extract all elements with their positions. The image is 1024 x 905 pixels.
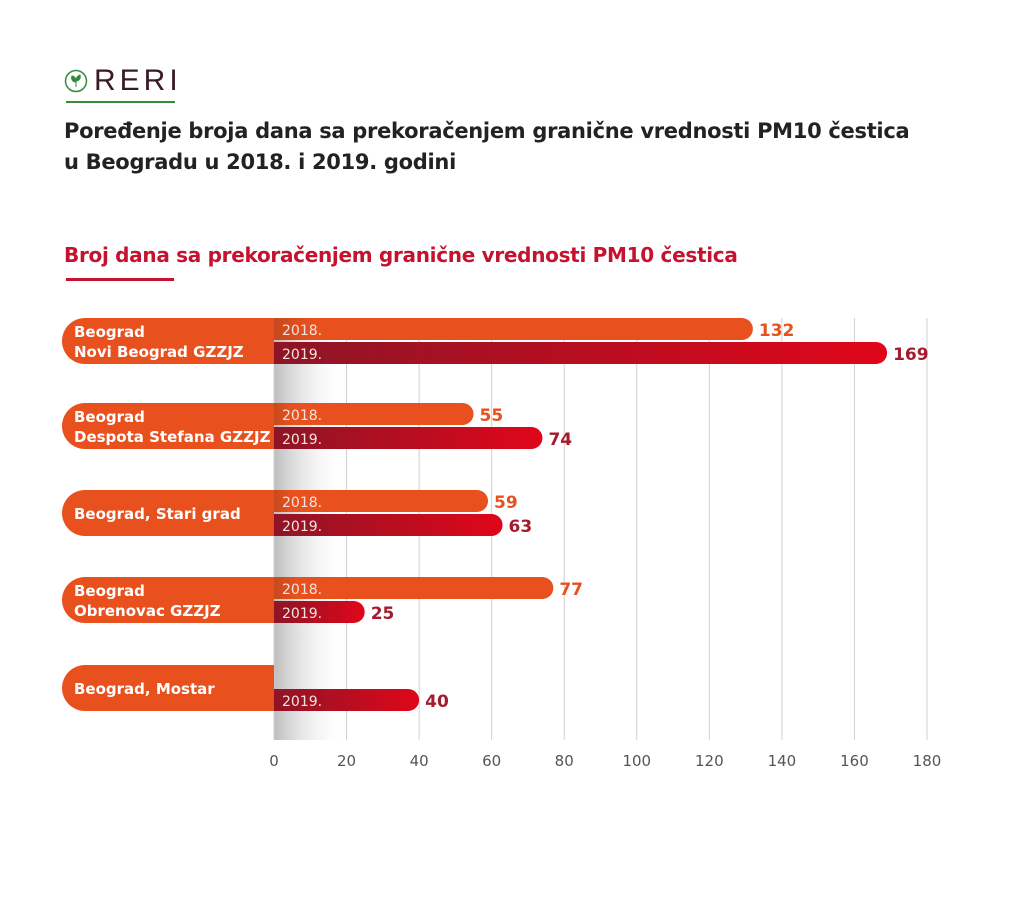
data-label: 63 [509, 517, 533, 537]
bar-year-label: 2019. [282, 347, 322, 363]
data-label: 74 [548, 430, 572, 450]
bar-2018 [274, 403, 474, 425]
bar-year-label: 2019. [282, 432, 322, 448]
category-label: Novi Beograd GZZJZ [74, 343, 244, 361]
x-tick-label: 40 [410, 752, 429, 770]
x-tick-label: 60 [482, 752, 501, 770]
bar-year-label: 2018. [282, 408, 322, 424]
category-label: Despota Stefana GZZJZ [74, 428, 271, 446]
x-tick-label: 180 [913, 752, 942, 770]
category-label: Beograd, Stari grad [74, 505, 241, 523]
category-label: Beograd [74, 582, 145, 600]
category-label: Beograd [74, 323, 145, 341]
logo-text: RERI [94, 64, 182, 97]
x-tick-label: 120 [695, 752, 724, 770]
data-label: 77 [559, 580, 583, 600]
bar-2019 [274, 601, 365, 623]
bar-year-label: 2018. [282, 495, 322, 511]
bar-2018 [274, 577, 554, 599]
category-label-box [62, 665, 274, 711]
data-label: 169 [893, 345, 929, 365]
logo-underline [66, 101, 175, 103]
category-label-box [62, 490, 274, 536]
data-label: 59 [494, 493, 518, 513]
bar-2019 [274, 689, 420, 711]
x-tick-label: 0 [269, 752, 279, 770]
x-tick-label: 80 [555, 752, 574, 770]
chart-title-underline [66, 278, 174, 281]
reri-logo: RERI [64, 64, 182, 98]
data-label: 55 [480, 406, 504, 426]
category-label: Beograd, Mostar [74, 680, 215, 698]
leaf-icon [64, 69, 88, 93]
category-label-box [62, 577, 274, 623]
bar-year-label: 2019. [282, 694, 322, 710]
data-label: 40 [425, 692, 449, 712]
data-label: 132 [759, 321, 795, 341]
x-tick-label: 140 [768, 752, 797, 770]
title-line-2: u Beogradu u 2018. i 2019. godini [64, 150, 456, 174]
bar-year-label: 2019. [282, 606, 322, 622]
category-label: Beograd [74, 408, 145, 426]
x-tick-label: 100 [622, 752, 651, 770]
category-label-box [62, 318, 274, 364]
bar-year-label: 2019. [282, 519, 322, 535]
data-label: 25 [371, 604, 395, 624]
bar-2018 [274, 490, 489, 512]
title-line-1: Poređenje broja dana sa prekoračenjem gr… [64, 119, 910, 143]
bar-year-label: 2018. [282, 323, 322, 339]
x-tick-label: 160 [840, 752, 869, 770]
bar-2019 [274, 514, 503, 536]
chart-title: Broj dana sa prekoračenjem granične vred… [64, 243, 738, 267]
bar-2019 [274, 342, 888, 364]
bar-2018 [274, 318, 753, 340]
category-label: Obrenovac GZZJZ [74, 602, 221, 620]
bar-year-label: 2018. [282, 582, 322, 598]
x-tick-label: 20 [337, 752, 356, 770]
bar-2019 [274, 427, 543, 449]
page-title: Poređenje broja dana sa prekoračenjem gr… [64, 116, 1014, 178]
category-label-box [62, 403, 274, 449]
